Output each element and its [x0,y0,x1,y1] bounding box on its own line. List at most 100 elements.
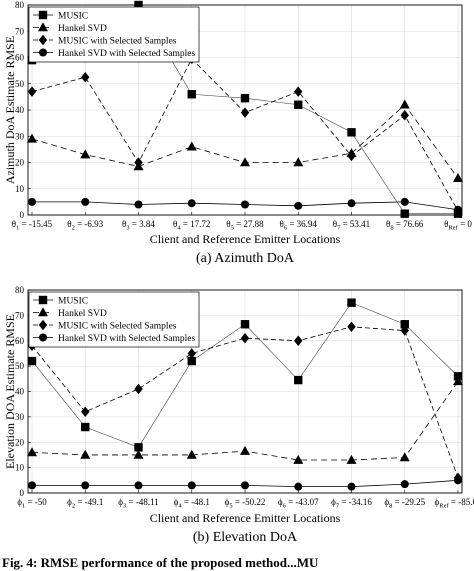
series-point-diamond [294,335,303,346]
panel-caption: (a) Azimuth DoA [196,251,295,266]
series-point-triangle [293,157,304,167]
y-tick-label: 20 [15,437,25,447]
elevation-chart: 0 10 20 30 40 50 60 70 80 ϕ1 = -50 ϕ2 = -49.1 ϕ3 = … [3,285,474,545]
x-tick-label: ϕ4 = -48.1 [174,497,210,510]
series-point-circle [400,197,409,206]
y-tick-label: 80 [15,285,25,295]
series-point-circle [294,201,303,210]
series-point-square [27,356,37,366]
legend-box [28,6,200,63]
legend-entry-label: Hankel SVD with Selected Samples [58,49,196,59]
legend-entry-label: MUSIC with Selected Samples [58,322,177,332]
series-point-square [134,443,143,452]
series-point-triangle [399,99,410,109]
series-point-circle [400,480,409,489]
y-tick-label: 80 [15,0,25,10]
figure-footer-caption: Fig. 4: RMSE performance of the proposed… [2,555,319,570]
y-axis-label: Azimuth DoA Estimate RMSE [3,36,17,184]
legend-marker-triangle [38,22,48,32]
series-point-diamond [134,157,143,168]
series-point-diamond [240,107,250,118]
series-point-diamond [27,86,37,97]
series-point-square [294,100,303,109]
x-axis-label: Client and Reference Emitter Locations [150,232,341,246]
series-point-circle [81,197,90,206]
x-tick-label: ϕ8 = -29.25 [384,497,425,510]
series-point-triangle [27,447,37,457]
legend-entry-label: MUSIC with Selected Samples [58,37,177,47]
series-point-square [240,320,250,329]
legend-marker-square [38,295,48,305]
series-point-circle [187,481,196,490]
y-tick-label: 60 [15,53,25,63]
series-point-triangle [133,449,144,459]
y-tick-label: 70 [15,310,25,320]
series-point-square [347,298,356,307]
series-point-triangle [399,452,410,462]
legend-marker-diamond [38,319,48,331]
legend-marker-triangle [38,307,48,317]
series-point-circle [454,205,462,214]
series-point-diamond [400,110,409,121]
series-point-triangle [80,149,91,159]
series-point-circle [81,481,90,490]
series-point-triangle [453,173,463,183]
series-point-square [187,356,196,366]
series-point-triangle [240,157,250,167]
series-point-circle [454,476,462,485]
legend-marker-diamond [38,34,48,46]
series-point-circle [187,199,196,208]
series-point-triangle [186,141,197,151]
series-point-diamond [347,321,356,332]
series-point-circle [28,481,36,490]
series-point-triangle [453,376,463,386]
series-point-diamond [81,406,90,417]
y-tick-label: 30 [15,131,25,141]
x-tick-label: ϕ5 = -50.22 [225,497,266,510]
series-point-triangle [186,449,197,459]
y-tick-label: 30 [15,412,25,422]
series-point-square [400,320,409,329]
series-point-circle [241,481,249,490]
panel-caption: (b) Elevation DoA [193,530,298,545]
y-tick-label: 50 [15,361,25,371]
y-tick-label: 40 [15,387,25,397]
y-tick-label: 0 [20,488,25,498]
series-point-square [400,209,409,218]
series-point-diamond [187,348,196,359]
series-point-square [81,422,90,432]
series-point-circle [294,482,303,491]
plot-area-border [27,289,463,494]
series-point-square [187,90,196,99]
series-point-diamond [347,150,356,162]
legend-box [28,291,200,348]
y-axis-label: Elevation DOA Estimate RMSE [3,314,17,469]
series-point-triangle [293,454,304,464]
x-tick-label: ϕRef = -85.67 [435,497,474,510]
series-point-circle [134,200,143,209]
x-tick-label: θ7 = 53.41 [333,219,370,232]
legend-entry-label: Hankel SVD [58,24,107,34]
x-tick-label: θRef = 0 [444,219,472,232]
x-tick-label: ϕ6 = -43.07 [278,497,319,510]
y-tick-label: 10 [15,463,25,473]
y-tick-label: 60 [15,336,25,346]
series-point-diamond [240,333,250,344]
legend: MUSIC Hankel SVD MUSIC with Selected Sampl… [28,6,200,63]
series-line-diamond [31,326,459,478]
x-tick-label: ϕ2 = -49.1 [67,497,103,510]
legend-entry-label: Hankel SVD with Selected Samples [58,334,196,344]
series-point-diamond [134,383,143,395]
series-point-circle [347,482,356,491]
azimuth-chart: 0 10 20 30 40 50 60 70 80 θ1 = -15.45 θ2 = -6.93 θ3… [3,0,472,266]
x-tick-label: θ3 = 3.84 [122,219,155,232]
x-tick-label: θ4 = 17.72 [173,219,210,232]
plot-area-border [27,4,463,216]
legend-entry-label: Hankel SVD [58,309,107,319]
x-axis-label: Client and Reference Emitter Locations [150,511,341,525]
legend-marker-square [38,10,48,20]
x-tick-label: θ6 = 36.94 [280,219,318,232]
x-tick-label: θ5 = 27.88 [226,219,264,232]
y-tick-label: 20 [15,158,25,168]
